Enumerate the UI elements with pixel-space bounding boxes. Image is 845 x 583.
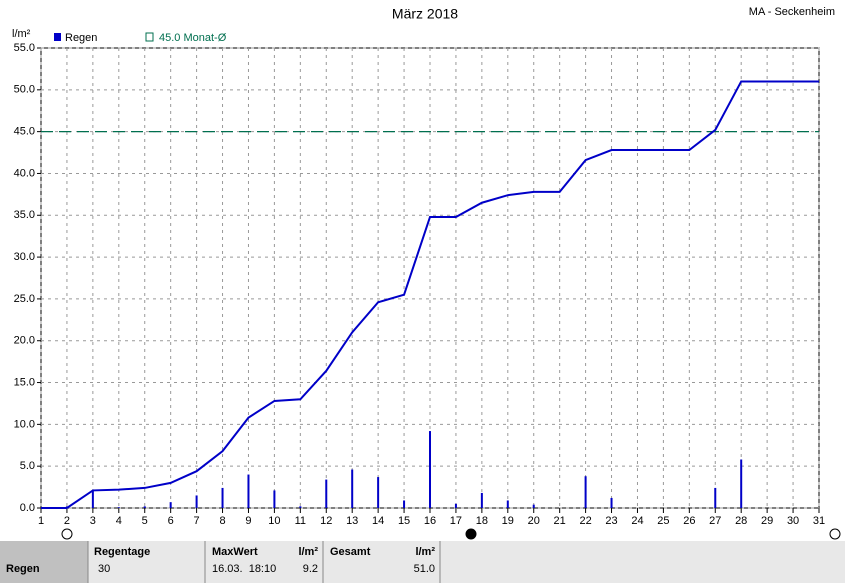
legend-swatch bbox=[145, 32, 154, 42]
x-tick-label: 26 bbox=[683, 515, 695, 527]
legend-swatch bbox=[54, 33, 61, 41]
table-cell: 9.2 bbox=[303, 563, 318, 575]
y-tick-label: 25.0 bbox=[14, 293, 35, 305]
bar bbox=[610, 497, 613, 508]
x-tick-label: 19 bbox=[502, 515, 514, 527]
x-tick-label: 17 bbox=[450, 515, 462, 527]
x-tick-label: 18 bbox=[476, 515, 488, 527]
y-tick-label: 40.0 bbox=[14, 167, 35, 179]
table-header: Regentage bbox=[94, 546, 150, 558]
legend-entry: Regen bbox=[65, 32, 97, 44]
x-tick-label: 3 bbox=[90, 515, 96, 527]
station: MA - Seckenheim bbox=[749, 6, 835, 18]
bar bbox=[195, 495, 198, 508]
bar bbox=[584, 476, 587, 508]
bar bbox=[351, 469, 354, 508]
y-tick-label: 35.0 bbox=[14, 209, 35, 221]
table-row-label: Regen bbox=[6, 563, 40, 575]
chart-title: März 2018 bbox=[392, 6, 458, 22]
moon-phase bbox=[465, 528, 477, 540]
y-tick-label: 20.0 bbox=[14, 335, 35, 347]
y-tick-label: 45.0 bbox=[14, 126, 35, 138]
legend-entry: 45.0 Monat-Ø bbox=[159, 32, 227, 44]
table-cell: 51.0 bbox=[414, 563, 435, 575]
y-tick-label: 15.0 bbox=[14, 376, 35, 388]
bar bbox=[221, 487, 224, 508]
bar bbox=[454, 503, 457, 508]
x-tick-label: 22 bbox=[579, 515, 591, 527]
bar bbox=[325, 479, 328, 508]
table-header: l/m² bbox=[298, 546, 318, 558]
plot: 0.0 5.0 10.0 15.0 20.0 25.0 30.0 35.0 40.0 45.0 50… bbox=[14, 42, 826, 527]
x-tick-label: 12 bbox=[320, 515, 332, 527]
x-tick-label: 14 bbox=[372, 515, 384, 527]
x-tick-label: 25 bbox=[657, 515, 669, 527]
x-tick-label: 8 bbox=[219, 515, 225, 527]
x-tick-label: 23 bbox=[605, 515, 617, 527]
bar bbox=[143, 506, 146, 508]
moon-phase bbox=[829, 528, 841, 540]
bar bbox=[429, 431, 431, 508]
bar bbox=[714, 487, 717, 508]
x-tick-label: 5 bbox=[142, 515, 148, 527]
x-tick-label: 7 bbox=[194, 515, 200, 527]
bar bbox=[377, 477, 380, 508]
y-tick-label: 10.0 bbox=[14, 418, 35, 430]
x-tick-label: 21 bbox=[554, 515, 566, 527]
x-tick-label: 9 bbox=[245, 515, 251, 527]
x-tick-label: 1 bbox=[38, 515, 44, 527]
y-tick-label: 50.0 bbox=[14, 84, 35, 96]
bar bbox=[91, 490, 94, 508]
table-header: l/m² bbox=[415, 546, 435, 558]
x-tick-label: 27 bbox=[709, 515, 721, 527]
x-tick-label: 4 bbox=[116, 515, 122, 527]
y-tick-label: 0.0 bbox=[20, 502, 35, 514]
bar bbox=[403, 500, 406, 508]
x-tick-label: 2 bbox=[64, 515, 70, 527]
x-tick-label: 15 bbox=[398, 515, 410, 527]
bar bbox=[169, 502, 172, 508]
x-tick-label: 30 bbox=[787, 515, 799, 527]
bar bbox=[117, 507, 120, 508]
x-tick-label: 29 bbox=[761, 515, 773, 527]
table-cell: 16.03. 18:10 bbox=[212, 563, 276, 575]
x-tick-label: 13 bbox=[346, 515, 358, 527]
bar bbox=[247, 474, 250, 508]
x-tick-label: 24 bbox=[631, 515, 643, 527]
bar bbox=[273, 490, 276, 508]
y-tick-label: 5.0 bbox=[20, 460, 35, 472]
x-tick-label: 31 bbox=[813, 515, 825, 527]
bar bbox=[480, 492, 483, 508]
table-header: MaxWert bbox=[212, 546, 258, 558]
y-label: l/m² bbox=[12, 28, 31, 40]
table-cells bbox=[88, 541, 845, 583]
y-tick-label: 30.0 bbox=[14, 251, 35, 263]
table-cell: 30 bbox=[98, 563, 110, 575]
cumulative-line bbox=[41, 80, 819, 509]
x-tick-label: 28 bbox=[735, 515, 747, 527]
x-tick-label: 10 bbox=[268, 515, 280, 527]
x-tick-label: 11 bbox=[295, 515, 306, 527]
bar bbox=[299, 506, 302, 508]
x-tick-label: 16 bbox=[424, 515, 436, 527]
table-header: Gesamt bbox=[330, 546, 371, 558]
bar bbox=[740, 459, 743, 508]
moon-phase bbox=[61, 528, 73, 540]
y-tick-label: 55.0 bbox=[14, 42, 35, 54]
bar bbox=[532, 504, 535, 508]
x-tick-label: 20 bbox=[528, 515, 540, 527]
x-tick-label: 6 bbox=[168, 515, 174, 527]
bar bbox=[506, 500, 509, 508]
